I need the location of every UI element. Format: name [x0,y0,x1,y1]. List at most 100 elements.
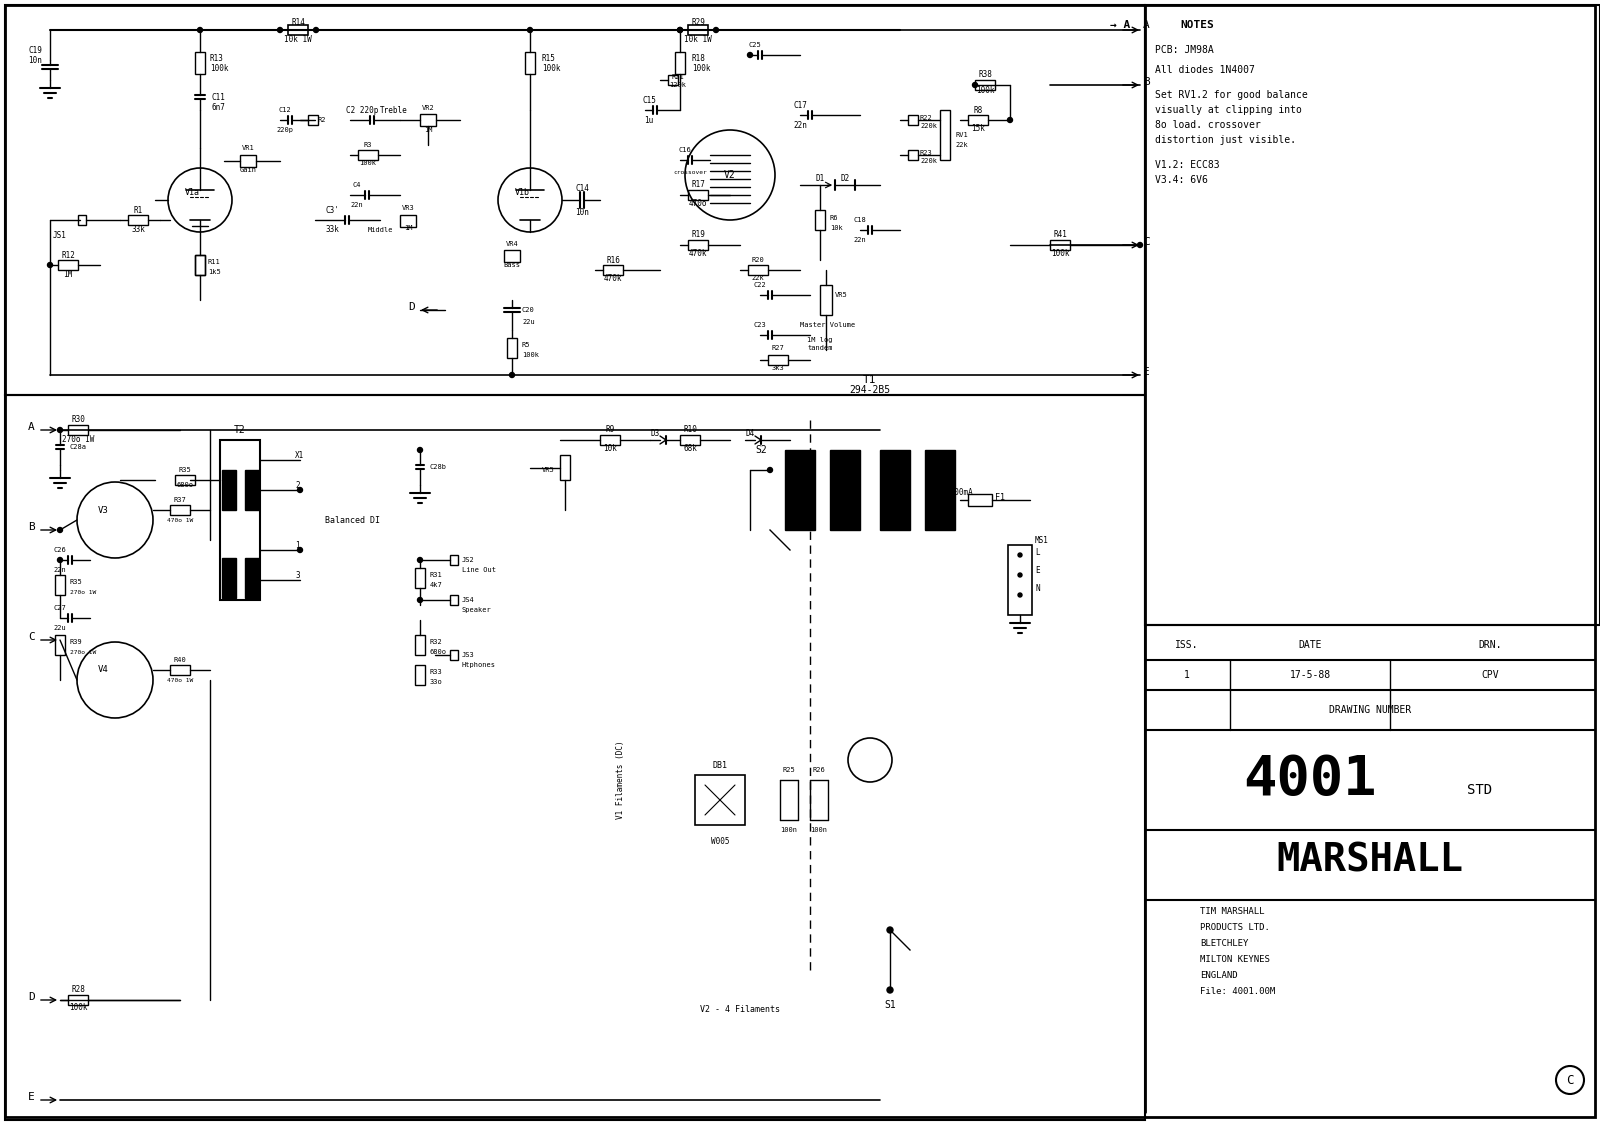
Text: N: N [1035,583,1040,592]
Text: Treble: Treble [381,105,408,114]
Text: 4k7: 4k7 [430,582,443,588]
Text: 33k: 33k [131,224,146,233]
Text: Line Out: Line Out [462,567,496,573]
Text: 100k: 100k [691,64,710,73]
Text: ENGLAND: ENGLAND [1200,972,1238,981]
Bar [603,265,622,275]
Text: V1b: V1b [515,187,530,196]
Text: → A: → A [1110,20,1130,30]
Bar [58,260,78,270]
Text: R16: R16 [606,256,619,265]
Circle shape [298,548,302,552]
Text: E: E [1142,367,1150,377]
Text: 2: 2 [294,480,299,489]
Text: 10n: 10n [574,208,589,217]
Text: C12: C12 [278,107,291,113]
Bar [195,255,205,275]
Text: R13: R13 [210,54,224,63]
Text: R28: R28 [70,984,85,993]
Bar [414,665,426,686]
Text: MILTON KEYNES: MILTON KEYNES [1200,956,1270,965]
Bar [5,4,1146,395]
Text: C15: C15 [642,95,656,104]
Text: R12: R12 [61,250,75,259]
Text: R29: R29 [691,18,706,27]
Text: VR2: VR2 [422,105,434,111]
Bar [909,150,918,160]
Text: 294-2B5: 294-2B5 [850,385,891,395]
Text: 22n: 22n [794,120,806,129]
Bar [688,240,707,250]
Text: C: C [1142,237,1150,247]
Circle shape [768,468,773,472]
Text: R9: R9 [605,424,614,433]
Text: B: B [1142,77,1150,88]
Text: E: E [1035,565,1040,574]
Text: R14: R14 [291,18,306,27]
Text: 8o load. crossover: 8o load. crossover [1155,120,1261,130]
Text: STD: STD [1467,783,1493,797]
Bar [786,450,814,530]
Bar [195,255,205,275]
Text: D2: D2 [840,174,850,183]
Circle shape [1018,573,1022,577]
Bar [525,52,534,74]
Text: 100n: 100n [811,827,827,833]
Bar [170,505,190,515]
Text: 1M: 1M [64,269,72,278]
Text: C22: C22 [754,282,766,288]
Text: visually at clipping into: visually at clipping into [1155,105,1302,114]
Circle shape [677,28,683,33]
Text: E: E [29,1092,35,1102]
Text: A: A [1142,20,1150,30]
Text: C26: C26 [54,548,66,553]
Text: 1M: 1M [424,127,432,134]
Text: File: 4001.00M: File: 4001.00M [1200,987,1275,996]
Circle shape [418,598,422,603]
Text: DATE: DATE [1298,640,1322,650]
Text: C20: C20 [522,307,534,313]
Text: 10k 1W: 10k 1W [285,35,312,44]
Text: Set RV1.2 for good balance: Set RV1.2 for good balance [1155,90,1307,100]
Text: R31: R31 [430,572,443,578]
Text: ISS.: ISS. [1176,640,1198,650]
Text: 1M log: 1M log [808,337,832,343]
Text: R22: R22 [920,114,933,121]
Text: V2: V2 [725,171,736,180]
Text: V3: V3 [98,506,109,515]
Circle shape [418,558,422,562]
Circle shape [973,83,978,88]
Bar [174,475,195,485]
Bar [1146,4,1600,625]
Bar [1008,545,1032,615]
Text: Bass: Bass [504,263,520,268]
Bar [221,440,259,600]
Text: VR3: VR3 [402,205,414,211]
Circle shape [314,28,318,33]
Text: 22n: 22n [854,237,866,243]
Text: R21: R21 [672,74,685,80]
Bar [414,568,426,588]
Text: 270o 1W: 270o 1W [62,434,94,443]
Text: R2: R2 [318,117,326,123]
Text: 100k: 100k [360,160,376,166]
Text: 470k: 470k [603,274,622,283]
Text: MARSHALL: MARSHALL [1277,842,1464,879]
Text: TIM MARSHALL: TIM MARSHALL [1200,908,1264,917]
Bar [419,114,435,126]
Circle shape [714,28,718,33]
Text: R18: R18 [691,54,706,63]
Text: V3.4: 6V6: V3.4: 6V6 [1155,175,1208,185]
Text: C25: C25 [749,42,762,48]
Text: 22k: 22k [752,275,765,280]
Text: V4: V4 [98,665,109,674]
Text: 100k: 100k [69,1003,88,1012]
Circle shape [298,487,302,493]
Text: C: C [1566,1074,1574,1086]
Bar [245,470,259,511]
Text: S1: S1 [885,1000,896,1010]
Circle shape [886,927,893,934]
Text: R17: R17 [691,180,706,188]
Text: R15: R15 [542,54,555,63]
Text: R5: R5 [522,342,531,348]
